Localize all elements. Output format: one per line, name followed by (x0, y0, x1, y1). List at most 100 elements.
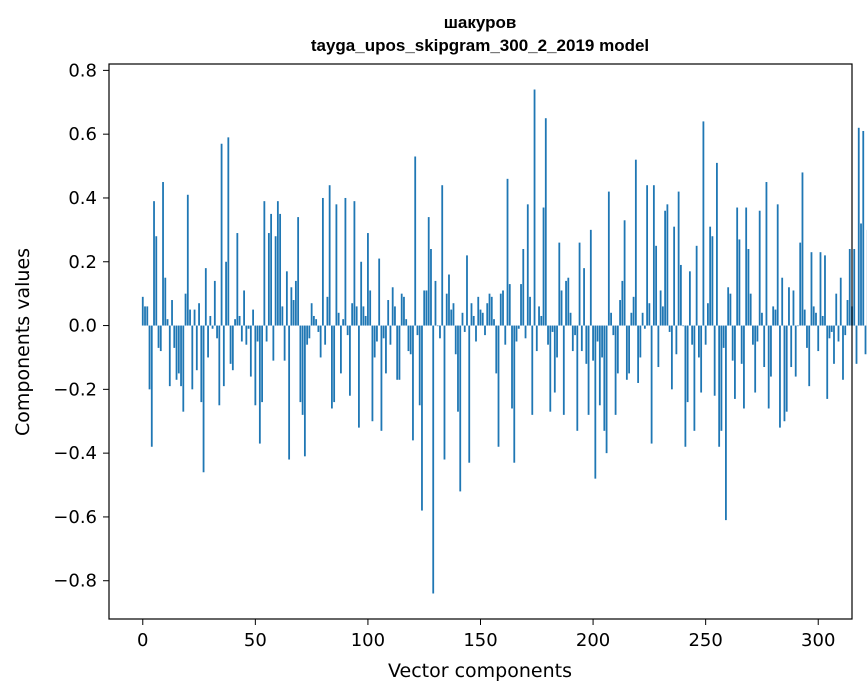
bar (333, 325, 336, 403)
bar (245, 325, 248, 345)
bar (623, 220, 626, 326)
bar (844, 325, 847, 336)
bar (659, 290, 662, 326)
bar (821, 315, 824, 326)
bar (351, 303, 354, 326)
bar (470, 303, 473, 326)
bar (837, 325, 840, 342)
bar (340, 325, 342, 374)
bar (243, 290, 245, 326)
bar (312, 315, 315, 326)
bar (727, 287, 730, 326)
bar (585, 325, 588, 364)
bar (430, 249, 432, 326)
bar (664, 210, 667, 326)
bar (679, 264, 682, 326)
bar (432, 325, 435, 594)
bar (299, 325, 302, 403)
bar (846, 300, 849, 326)
bar (153, 201, 155, 326)
bar (421, 325, 423, 511)
bar (668, 325, 671, 332)
bar (752, 325, 754, 345)
bar (720, 325, 723, 431)
bar (862, 130, 865, 326)
bar (711, 236, 714, 326)
bar (475, 325, 477, 342)
bar (182, 325, 185, 412)
bar (258, 325, 261, 444)
bar (191, 325, 194, 390)
bar (344, 197, 347, 326)
bar (358, 325, 360, 428)
bar (166, 319, 169, 326)
bar (202, 325, 205, 473)
bar (634, 159, 637, 326)
bar (346, 325, 349, 336)
bar (628, 325, 630, 374)
bar (261, 325, 263, 403)
bar (754, 325, 757, 393)
bar (472, 315, 475, 326)
bar (639, 325, 642, 358)
bar (502, 290, 504, 326)
bar (225, 261, 227, 326)
bar (616, 325, 619, 374)
bar (531, 325, 534, 415)
chart-title-line-1: шакуров (444, 13, 517, 32)
bar (270, 213, 273, 326)
bar (824, 255, 826, 326)
bar (484, 325, 486, 336)
bar (229, 325, 232, 364)
bar (580, 325, 583, 352)
bar (267, 233, 270, 326)
bar (513, 325, 516, 463)
bar (630, 312, 633, 326)
bar (409, 325, 412, 355)
bar (553, 325, 556, 393)
bar (774, 309, 777, 326)
bar (576, 325, 579, 431)
bar (765, 182, 768, 326)
bar (562, 325, 565, 415)
bars (141, 89, 867, 594)
bar (684, 325, 687, 447)
bar (508, 284, 511, 326)
bar (853, 249, 856, 326)
bar (495, 325, 498, 374)
bar (222, 325, 225, 387)
bar (695, 245, 698, 326)
bar (405, 319, 408, 326)
bar (481, 312, 484, 326)
bar (195, 325, 198, 371)
bar (240, 325, 243, 342)
bar (517, 325, 520, 329)
bar (493, 319, 495, 326)
bar (265, 325, 268, 342)
bar (648, 303, 651, 326)
bar (441, 185, 444, 326)
bar (569, 312, 572, 326)
bar (326, 296, 329, 326)
bar (360, 261, 363, 326)
bar (605, 325, 608, 454)
bar (565, 280, 567, 326)
bar (454, 325, 457, 355)
bar (486, 303, 489, 326)
bar (306, 325, 309, 345)
x-axis-ticks: 0 50 100 150 200 250 300 (137, 619, 835, 651)
bar (308, 325, 311, 339)
bar (369, 290, 372, 326)
bar (657, 325, 660, 368)
bar (736, 207, 739, 326)
y-tick-label: −0.2 (53, 379, 97, 400)
bar (506, 178, 509, 326)
bar (763, 325, 766, 368)
bar (693, 325, 696, 431)
bar (463, 325, 466, 332)
bar (835, 293, 838, 326)
bar (770, 325, 772, 377)
x-tick-label: 300 (801, 630, 835, 651)
bar (794, 325, 797, 377)
bar (373, 325, 376, 358)
